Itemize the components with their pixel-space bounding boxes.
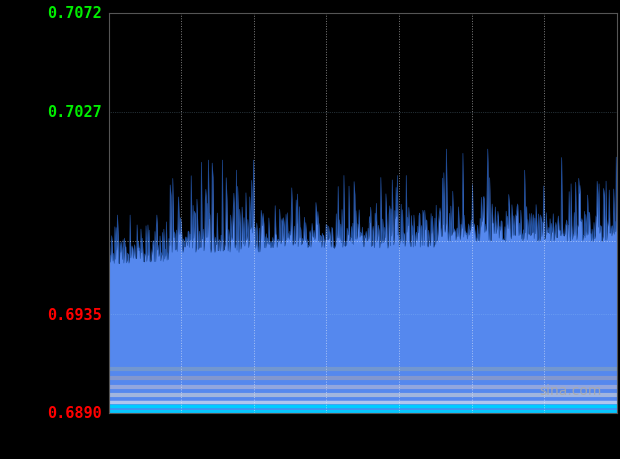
Text: 0.6890: 0.6890: [48, 406, 102, 420]
Text: sina.com: sina.com: [539, 383, 601, 397]
Text: 0.7027: 0.7027: [48, 105, 102, 120]
Text: 0.6935: 0.6935: [48, 307, 102, 322]
Text: 0.7072: 0.7072: [48, 6, 102, 21]
